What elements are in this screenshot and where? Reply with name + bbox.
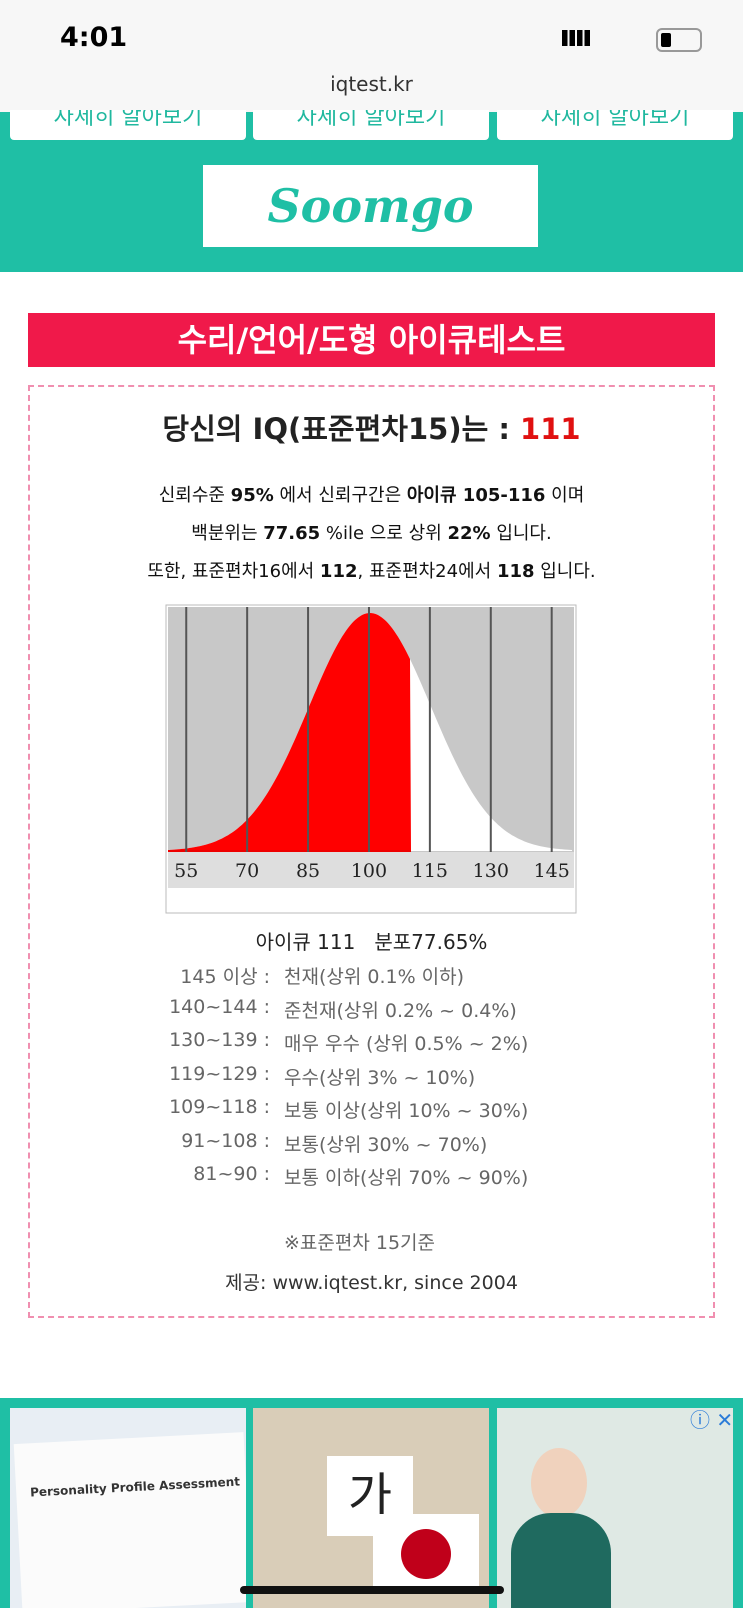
description: 보통 이상(상위 10% ~ 30%) <box>284 1100 529 1122</box>
text: 또한, 표준편차16에서 <box>147 561 320 582</box>
highlight: 95% <box>230 485 274 506</box>
x-tick-label: 85 <box>296 860 320 882</box>
highlight: 118 <box>496 561 535 582</box>
highlight: 22% <box>447 523 491 544</box>
range: 145 이상 : <box>180 966 270 988</box>
range: 119~129 : <box>169 1062 270 1085</box>
ad-card[interactable] <box>497 1408 733 1608</box>
description: 보통(상위 30% ~ 70%) <box>284 1133 488 1156</box>
text: %ile 으로 상위 <box>320 523 448 544</box>
ad-card[interactable]: 가 <box>253 1408 489 1608</box>
scale-note: ※표준편차 15기준 <box>284 1232 436 1254</box>
ad-paper <box>13 1432 246 1608</box>
text: 에서 신뢰구간은 <box>273 485 407 506</box>
flag <box>373 1514 479 1594</box>
range: 81~90 : <box>193 1163 270 1185</box>
heading-text: 당신의 IQ(표준편차15)는 : <box>162 412 521 446</box>
battery-icon <box>656 28 702 52</box>
more-button[interactable]: 자세히 알아보기 <box>10 110 246 140</box>
range: 140~144 : <box>169 995 270 1018</box>
range: 91~108 : <box>181 1129 270 1152</box>
text: 이며 <box>545 485 585 506</box>
description: 매우 우수 (상위 0.5% ~ 2%) <box>284 1033 529 1055</box>
text: 입니다. <box>490 523 552 544</box>
more-button[interactable]: 자세히 알아보기 <box>497 110 733 140</box>
result-line: 신뢰수준 95% 에서 신뢰구간은 아이큐 105-116 이며 <box>0 481 743 507</box>
text: 신뢰수준 <box>158 485 231 506</box>
x-tick-label: 70 <box>235 860 259 882</box>
percentile-area <box>170 613 411 851</box>
text: , 표준편차24에서 <box>357 561 497 582</box>
description: 보통 이하(상위 70% ~ 90%) <box>284 1167 529 1189</box>
more-button[interactable]: 자세히 알아보기 <box>253 110 489 140</box>
highlight: 77.65 <box>263 523 321 544</box>
highlight: 아이큐 105-116 <box>406 485 546 506</box>
text: 입니다. <box>534 561 596 582</box>
ad-area[interactable]: Personality Profile Assessment 가 ⓘ ✕ <box>0 1398 743 1608</box>
iq-score: 111 <box>520 412 581 446</box>
credit: 제공: www.iqtest.kr, since 2004 <box>225 1272 518 1294</box>
x-tick-label: 145 <box>534 860 570 882</box>
tick-strip <box>168 852 574 888</box>
result-line: 백분위는 77.65 %ile 으로 상위 22% 입니다. <box>0 519 743 545</box>
range: 130~139 : <box>169 1029 270 1051</box>
person <box>531 1448 587 1518</box>
x-tick-label: 100 <box>351 860 387 882</box>
url[interactable]: iqtest.kr <box>330 72 413 96</box>
x-tick-label: 130 <box>473 860 509 882</box>
description: 천재(상위 0.1% 이하) <box>284 966 465 988</box>
status-bar: 4:01 iqtest.kr <box>0 0 743 112</box>
description: 우수(상위 3% ~ 10%) <box>284 1066 476 1089</box>
home-indicator <box>240 1586 504 1594</box>
x-tick-label: 115 <box>412 860 448 882</box>
text: 백분위는 <box>191 523 264 544</box>
banner: 수리/언어/도형 아이큐테스트 <box>28 313 715 367</box>
person <box>511 1513 611 1608</box>
ad-close[interactable]: ⓘ ✕ <box>690 1408 734 1432</box>
x-tick-label: 55 <box>174 860 198 882</box>
ad-card[interactable]: Personality Profile Assessment <box>10 1408 246 1608</box>
chart-caption: 아이큐 111 분포77.65% <box>255 930 488 954</box>
time: 4:01 <box>60 22 128 53</box>
result-box <box>28 385 715 1318</box>
signal-icon <box>562 30 590 46</box>
result-heading: 당신의 IQ(표준편차15)는 : 111 <box>0 406 743 448</box>
range: 109~118 : <box>169 1096 270 1118</box>
result-line: 또한, 표준편차16에서 112, 표준편차24에서 118 입니다. <box>0 557 743 583</box>
description: 준천재(상위 0.2% ~ 0.4%) <box>284 999 517 1022</box>
highlight: 112 <box>319 561 358 582</box>
ad-card-text: 가 <box>327 1456 413 1536</box>
sponsor-logo[interactable]: Soomgo <box>203 165 538 247</box>
